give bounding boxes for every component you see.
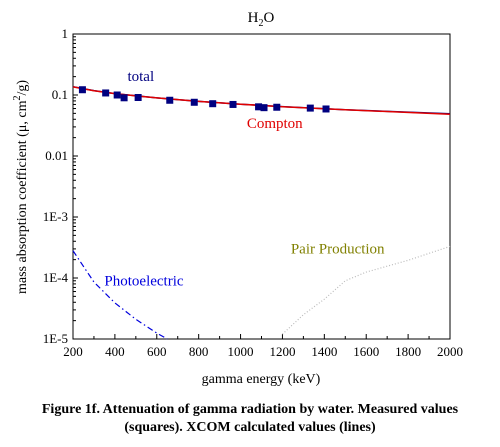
x-tick-label: 1200 xyxy=(269,344,295,359)
x-tick-label: 1800 xyxy=(395,344,421,359)
measured-point xyxy=(134,93,142,101)
measured-point xyxy=(113,91,121,99)
series-line-photoelectric xyxy=(72,250,168,340)
x-tick-label: 600 xyxy=(147,344,167,359)
x-tick-label: 1400 xyxy=(311,344,337,359)
y-tick-label: 1E-4 xyxy=(43,270,69,285)
measured-point xyxy=(273,103,281,111)
x-tick-label: 400 xyxy=(105,344,125,359)
measured-point xyxy=(166,96,174,104)
chart: H2O 200 400 600 800 1000 1200 1400 1600 1800 2000… xyxy=(12,10,463,387)
y-axis-ticks: 1 0.1 0.01 1E-3 1E-4 1E-5 xyxy=(43,26,78,346)
series-annotation-compton: Compton xyxy=(247,116,303,132)
x-axis-title: gamma energy (keV) xyxy=(202,372,321,387)
x-tick-label: 1000 xyxy=(228,344,254,359)
y-tick-label: 0.1 xyxy=(52,87,68,102)
figure-caption: Figure 1f. Attenuation of gamma radiatio… xyxy=(0,401,500,437)
y-tick-label: 1E-5 xyxy=(43,331,68,346)
series-annotation-photoelectric: Photoelectric xyxy=(104,274,183,290)
series-annotation-total: total xyxy=(127,69,154,85)
x-tick-label: 800 xyxy=(189,344,209,359)
caption-line-2: (squares). XCOM calculated values (lines… xyxy=(124,420,376,435)
measured-point xyxy=(255,103,263,111)
measured-point xyxy=(322,105,330,113)
x-tick-label: 200 xyxy=(63,344,83,359)
measured-point xyxy=(229,100,237,108)
measured-markers xyxy=(78,86,330,113)
measured-point xyxy=(306,104,314,112)
measured-point xyxy=(209,100,217,108)
x-tick-label: 2000 xyxy=(437,344,463,359)
measured-point xyxy=(78,86,86,94)
chart-title: H2O xyxy=(248,10,275,29)
measured-point xyxy=(260,104,268,112)
measured-point xyxy=(102,89,110,97)
series-annotation-pair-production: Pair Production xyxy=(291,242,385,258)
measured-point xyxy=(120,94,128,102)
measured-point xyxy=(190,98,198,106)
y-tick-label: 0.01 xyxy=(45,148,68,163)
caption-line-1: Figure 1f. Attenuation of gamma radiatio… xyxy=(41,402,459,417)
series-line-pair-production xyxy=(281,245,451,335)
x-axis-ticks: 200 400 600 800 1000 1200 1400 1600 1800 2000 xyxy=(63,334,463,359)
y-tick-label: 1E-3 xyxy=(43,209,68,224)
y-tick-label: 1 xyxy=(62,26,69,41)
x-tick-label: 1600 xyxy=(353,344,379,359)
series-annotations: total Compton Photoelectric Pair Production xyxy=(104,69,385,290)
y-axis-title: mass absorption coefficient (μ, cm2/g) xyxy=(12,80,30,294)
